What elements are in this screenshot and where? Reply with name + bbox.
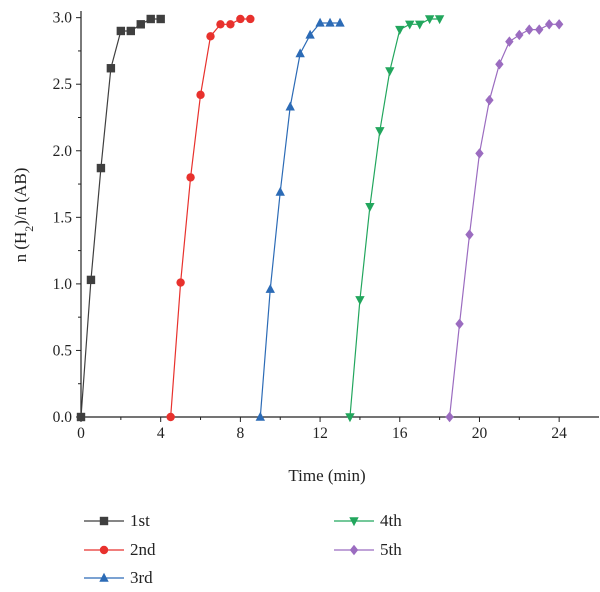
data-point-4th <box>375 127 385 137</box>
data-point-3rd <box>275 186 285 196</box>
data-point-1st <box>116 26 126 36</box>
x-tick-label: 24 <box>551 425 567 442</box>
y-axis-title-prefix: n (H <box>11 232 30 263</box>
data-point-4th <box>414 20 425 30</box>
y-tick-label: 0.0 <box>53 409 73 426</box>
y-axis-title-subscript: 2 <box>22 226 36 232</box>
legend-marker <box>99 572 109 582</box>
data-point-5th <box>554 19 564 30</box>
data-point-1st <box>86 275 96 285</box>
legend-label: 5th <box>380 540 402 559</box>
data-point-4th <box>434 15 445 25</box>
legend-label: 2nd <box>130 540 156 559</box>
legend-marker <box>349 517 359 527</box>
x-tick-label: 16 <box>392 425 408 442</box>
data-point-5th <box>465 229 474 240</box>
y-tick-label: 0.5 <box>53 342 73 359</box>
data-point-3rd <box>265 284 275 293</box>
data-point-3rd <box>315 17 325 27</box>
data-point-3rd <box>285 101 295 111</box>
legend-label: 4th <box>380 511 402 530</box>
data-point-4th <box>395 25 405 35</box>
series-2nd <box>166 14 255 422</box>
legend-item-5th: 5th <box>334 540 402 559</box>
data-point-4th <box>365 202 375 212</box>
data-point-1st <box>156 14 165 24</box>
data-point-5th <box>505 36 514 47</box>
data-point-3rd <box>335 17 345 27</box>
series-line-1st <box>80 18 161 418</box>
legend-item-2nd: 2nd <box>84 540 156 559</box>
series-4th <box>345 15 445 423</box>
data-point-1st <box>96 163 106 173</box>
data-point-2nd <box>246 14 255 24</box>
x-tick-label: 12 <box>312 425 328 442</box>
x-tick-label: 8 <box>237 425 245 442</box>
data-point-1st <box>136 20 145 29</box>
y-axis: 0.0 0.5 1.0 1.5 2.0 2.5 3.0 <box>53 10 81 426</box>
data-point-1st <box>76 412 86 422</box>
data-point-4th <box>355 296 365 306</box>
data-point-5th <box>475 148 484 159</box>
legend-item-4th: 4th <box>334 511 402 530</box>
y-tick-label: 1.0 <box>53 276 73 293</box>
legend-marker <box>349 544 359 556</box>
y-tick-label: 1.5 <box>53 209 73 226</box>
data-point-2nd <box>166 412 175 422</box>
series-3rd <box>255 17 345 421</box>
data-point-2nd <box>236 14 245 24</box>
data-point-2nd <box>216 20 225 29</box>
data-point-1st <box>106 64 116 73</box>
data-point-2nd <box>226 20 235 29</box>
data-point-4th <box>405 20 415 30</box>
plot-frame <box>80 11 599 418</box>
x-tick-label: 0 <box>77 425 85 442</box>
series-line-4th <box>349 18 440 418</box>
data-point-5th <box>455 318 464 330</box>
y-tick-label: 3.0 <box>53 10 73 27</box>
y-axis-title-suffix: )/n (AB) <box>11 168 30 226</box>
data-point-5th <box>485 94 494 106</box>
series-5th <box>445 19 564 423</box>
data-point-2nd <box>196 90 205 100</box>
legend-label: 3rd <box>130 568 153 587</box>
series-layer <box>76 14 564 423</box>
data-point-5th <box>495 59 504 70</box>
data-point-2nd <box>186 173 195 182</box>
y-tick-label: 2.0 <box>53 143 73 160</box>
legend-item-1st: 1st <box>84 511 150 530</box>
data-point-1st <box>146 14 155 24</box>
x-axis-title: Time (min) <box>288 466 365 485</box>
data-point-4th <box>345 413 355 423</box>
data-point-2nd <box>176 278 185 287</box>
data-point-2nd <box>206 32 215 41</box>
x-tick-label: 20 <box>472 425 488 442</box>
data-point-3rd <box>305 29 315 39</box>
data-point-3rd <box>295 48 305 58</box>
series-1st <box>76 14 165 422</box>
data-point-5th <box>544 19 554 30</box>
data-point-5th <box>525 24 534 35</box>
legend-label: 1st <box>130 511 150 530</box>
data-point-4th <box>385 67 395 77</box>
legend-marker <box>99 545 109 555</box>
data-point-5th <box>535 24 544 35</box>
data-point-5th <box>515 29 524 41</box>
x-tick-label: 4 <box>157 425 165 442</box>
y-axis-title: n (H2)/n (AB) <box>11 168 36 263</box>
legend-marker <box>99 516 109 526</box>
x-axis: 0 4 8 12 16 20 24 <box>77 417 567 442</box>
series-line-3rd <box>259 22 340 418</box>
y-tick-label: 2.5 <box>53 76 73 93</box>
series-line-5th <box>448 23 560 418</box>
data-point-3rd <box>255 411 266 421</box>
data-point-5th <box>445 411 454 423</box>
legend: 1st 2nd 3rd 4th 5th <box>84 511 402 587</box>
series-line-2nd <box>170 18 251 418</box>
legend-item-3rd: 3rd <box>84 568 153 587</box>
data-point-4th <box>424 15 435 25</box>
data-point-3rd <box>325 17 335 27</box>
data-point-1st <box>126 26 136 36</box>
